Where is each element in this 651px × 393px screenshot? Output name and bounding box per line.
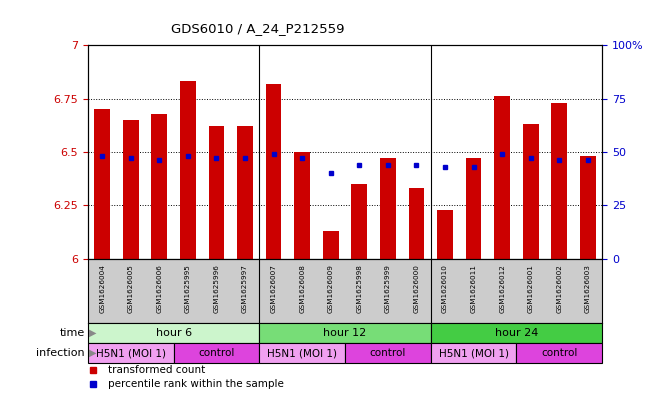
Bar <box>380 158 396 259</box>
Text: H5N1 (MOI 1): H5N1 (MOI 1) <box>267 348 337 358</box>
Text: GSM1626011: GSM1626011 <box>471 264 477 313</box>
Bar <box>323 231 339 259</box>
Text: GSM1626010: GSM1626010 <box>442 264 448 313</box>
Text: control: control <box>370 348 406 358</box>
Text: GDS6010 / A_24_P212559: GDS6010 / A_24_P212559 <box>171 22 344 35</box>
Text: GSM1626012: GSM1626012 <box>499 264 505 313</box>
Bar <box>174 343 259 363</box>
Bar <box>551 103 567 259</box>
Text: H5N1 (MOI 1): H5N1 (MOI 1) <box>96 348 166 358</box>
Bar <box>345 343 431 363</box>
Text: GSM1625997: GSM1625997 <box>242 264 248 313</box>
Text: GSM1626001: GSM1626001 <box>528 264 534 313</box>
Bar <box>259 323 431 343</box>
Bar <box>494 96 510 259</box>
Text: GSM1626009: GSM1626009 <box>327 264 334 313</box>
Text: GSM1625996: GSM1625996 <box>214 264 219 313</box>
Bar <box>523 124 538 259</box>
Bar <box>580 156 596 259</box>
Bar <box>431 343 516 363</box>
Bar <box>94 109 110 259</box>
Text: ▶: ▶ <box>89 328 96 338</box>
Bar <box>123 120 139 259</box>
Bar <box>431 323 602 343</box>
Text: GSM1626002: GSM1626002 <box>557 264 562 313</box>
Bar <box>88 343 174 363</box>
Text: GSM1625998: GSM1625998 <box>356 264 363 313</box>
Bar <box>208 126 225 259</box>
Bar <box>409 188 424 259</box>
Text: GSM1626006: GSM1626006 <box>156 264 162 313</box>
Text: GSM1625999: GSM1625999 <box>385 264 391 313</box>
Bar <box>152 114 167 259</box>
Text: GSM1626007: GSM1626007 <box>271 264 277 313</box>
Text: GSM1626008: GSM1626008 <box>299 264 305 313</box>
Text: ▶: ▶ <box>89 348 96 358</box>
Bar <box>180 81 196 259</box>
Text: percentile rank within the sample: percentile rank within the sample <box>109 379 284 389</box>
Text: hour 6: hour 6 <box>156 328 191 338</box>
Text: GSM1626005: GSM1626005 <box>128 264 133 313</box>
Text: infection: infection <box>36 348 85 358</box>
Text: control: control <box>199 348 234 358</box>
Bar <box>259 343 345 363</box>
Bar <box>437 209 453 259</box>
Text: transformed count: transformed count <box>109 365 206 375</box>
Bar <box>294 152 310 259</box>
Bar <box>465 158 482 259</box>
Text: time: time <box>59 328 85 338</box>
Text: GSM1626000: GSM1626000 <box>413 264 419 313</box>
Text: control: control <box>541 348 577 358</box>
Bar <box>266 84 281 259</box>
Bar <box>237 126 253 259</box>
Text: GSM1626004: GSM1626004 <box>99 264 105 313</box>
Bar <box>88 323 259 343</box>
Text: hour 12: hour 12 <box>324 328 367 338</box>
Bar <box>516 343 602 363</box>
Text: GSM1625995: GSM1625995 <box>185 264 191 313</box>
Bar <box>352 184 367 259</box>
Text: GSM1626003: GSM1626003 <box>585 264 591 313</box>
Text: H5N1 (MOI 1): H5N1 (MOI 1) <box>439 348 508 358</box>
Text: hour 24: hour 24 <box>495 328 538 338</box>
